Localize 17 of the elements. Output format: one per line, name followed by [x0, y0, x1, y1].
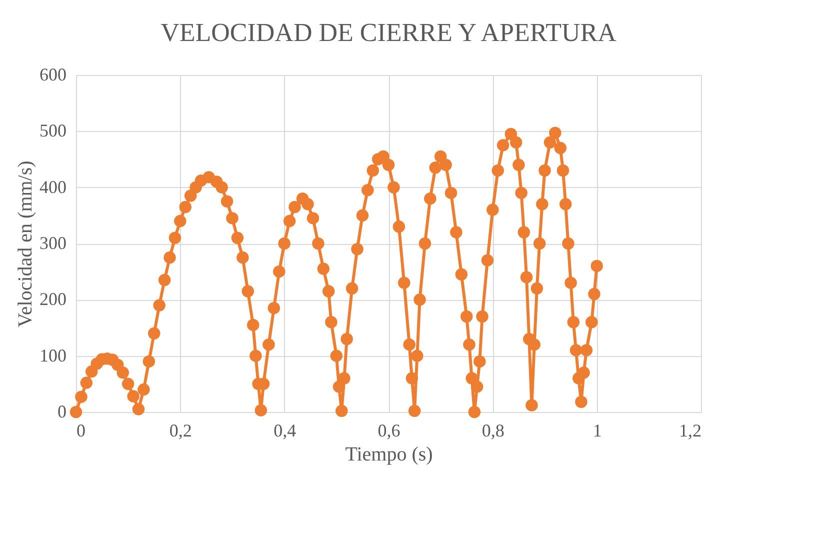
x-tick-label: 0,2	[169, 420, 192, 440]
x-tick-label: 0,4	[274, 420, 296, 440]
y-tick-label: 300	[40, 233, 66, 253]
x-tick-label: 0,6	[378, 420, 400, 440]
y-tick-label: 600	[40, 64, 66, 84]
y-tick-label: 200	[40, 289, 66, 310]
y-tick-label: 0	[58, 402, 66, 422]
x-tick-label: 0	[76, 420, 86, 440]
x-tick-label: 0,8	[482, 420, 504, 440]
x-tick-label: 1,2	[679, 420, 702, 440]
x-tick-label: 1	[592, 420, 602, 440]
x-axis-title: Tiempo (s)	[345, 444, 433, 466]
y-tick-label: 400	[40, 176, 66, 197]
y-tick-label: 500	[40, 120, 66, 141]
y-axis-title: Velocidad en (mm/s)	[14, 160, 36, 328]
chart-title: VELOCIDAD DE CIERRE Y APERTURA	[160, 18, 617, 47]
y-tick-label: 100	[40, 345, 66, 366]
